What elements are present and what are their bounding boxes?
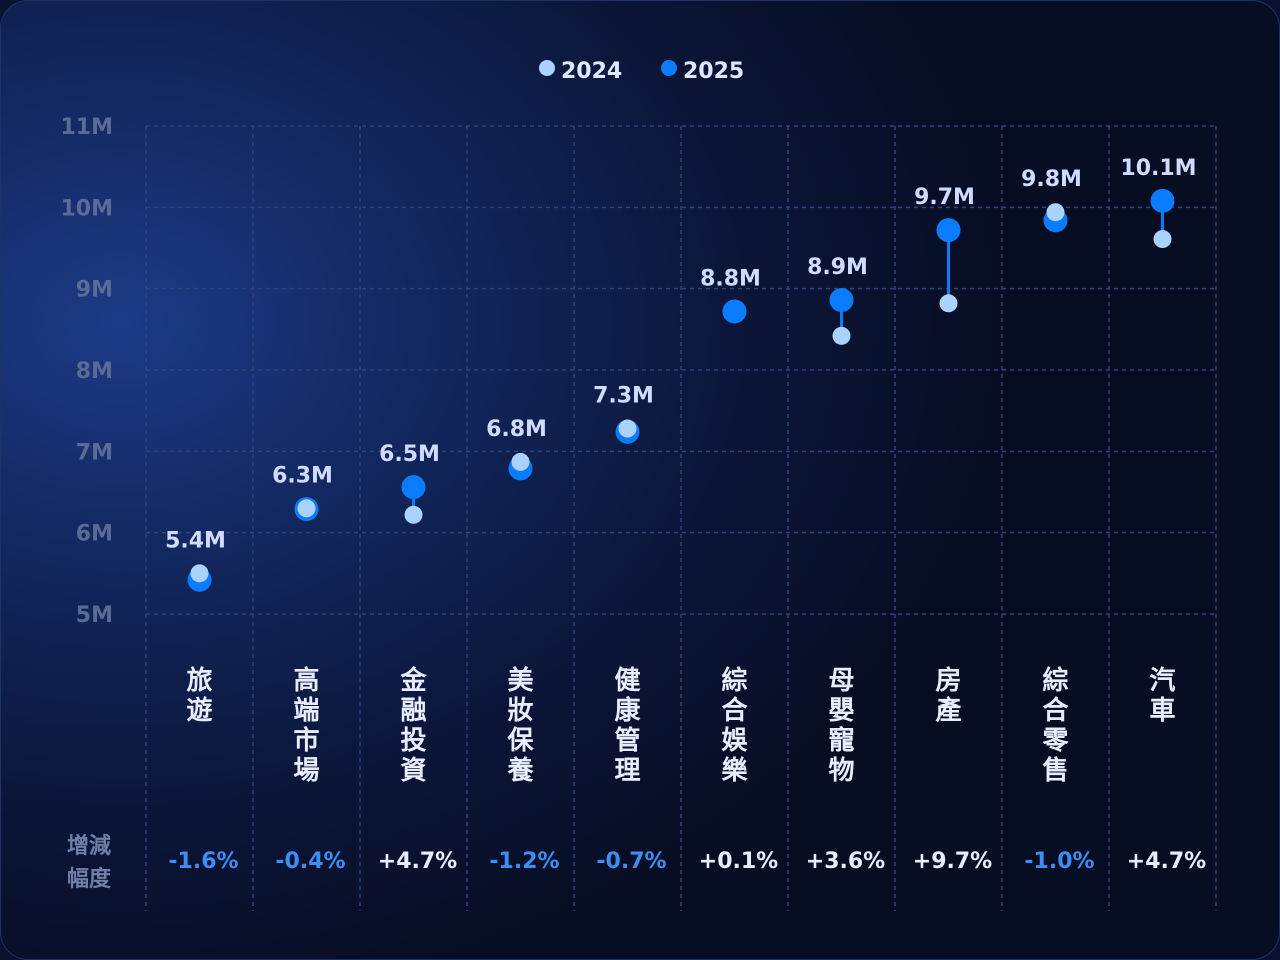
change-value: -0.7% [596,849,666,874]
legend: 2024 2025 [539,59,744,84]
point-2024 [939,294,958,313]
data-label: 9.8M [1021,167,1082,192]
y-tick-label: 8M [76,359,113,384]
data-label: 5.4M [165,528,226,553]
point-2025 [829,288,854,313]
data-label: 9.7M [914,185,975,210]
y-tick-label: 5M [76,603,113,628]
point-2025 [401,475,426,500]
data-label: 10.1M [1120,156,1196,181]
data-label: 6.3M [272,463,333,488]
y-tick-label: 11M [60,115,113,140]
point-2024 [1153,230,1172,249]
y-tick-label: 9M [76,278,113,303]
legend-label-2024: 2024 [561,59,622,84]
point-2024 [511,452,530,471]
data-label: 8.9M [807,255,868,280]
point-2024 [297,499,316,518]
category-label: 旅遊 [186,666,212,726]
point-2025 [722,299,747,324]
category-label: 健康管理 [614,666,641,786]
legend-dot-2025 [661,60,677,76]
category-label: 金融投資 [399,665,427,786]
change-value: +3.6% [806,849,885,874]
data-label: 6.5M [379,442,440,467]
x-axis-categories: 旅遊 高端市場 金融投資 美妝保養 健康管理 綜合娛樂 母嬰寵物 房產 綜合零售 汽車 [186,665,1175,786]
change-row-label-line1: 增減 [67,833,111,859]
category-label: 綜合零售 [1042,665,1069,786]
change-value: +4.7% [378,849,457,874]
change-row-label-line2: 幅度 [67,866,112,892]
y-tick-label: 7M [76,440,113,465]
category-label: 綜合娛樂 [720,665,748,786]
category-label: 房產 [935,666,961,726]
y-axis-ticks: 5M 6M 7M 8M 9M 10M 11M [60,115,113,628]
point-2025 [936,218,961,243]
legend-label-2025: 2025 [683,59,744,84]
point-2024 [832,326,851,345]
change-value: +0.1% [699,849,778,874]
y-tick-label: 10M [60,196,113,221]
change-value: -1.2% [489,849,559,874]
category-label: 高端市場 [293,665,319,786]
point-2024 [190,564,209,583]
legend-dot-2024 [539,60,555,76]
category-label: 母嬰寵物 [828,666,854,786]
change-value: -1.0% [1024,849,1094,874]
point-2024 [1046,203,1065,222]
category-label: 汽車 [1149,666,1175,726]
change-row: -1.6% -0.4% +4.7% -1.2% -0.7% +0.1% +3.6% +9.7%… [67,833,1206,892]
category-label: 美妝保養 [506,665,534,786]
change-value: +9.7% [913,849,992,874]
point-2024 [618,419,637,438]
y-tick-label: 6M [76,522,113,547]
change-value: -0.4% [275,849,345,874]
change-value: -1.6% [168,849,238,874]
point-2025 [1150,188,1175,213]
point-2024 [404,505,423,524]
data-label: 7.3M [593,384,654,409]
change-value: +4.7% [1127,849,1206,874]
data-label: 8.8M [700,266,761,291]
data-label: 6.8M [486,417,547,442]
